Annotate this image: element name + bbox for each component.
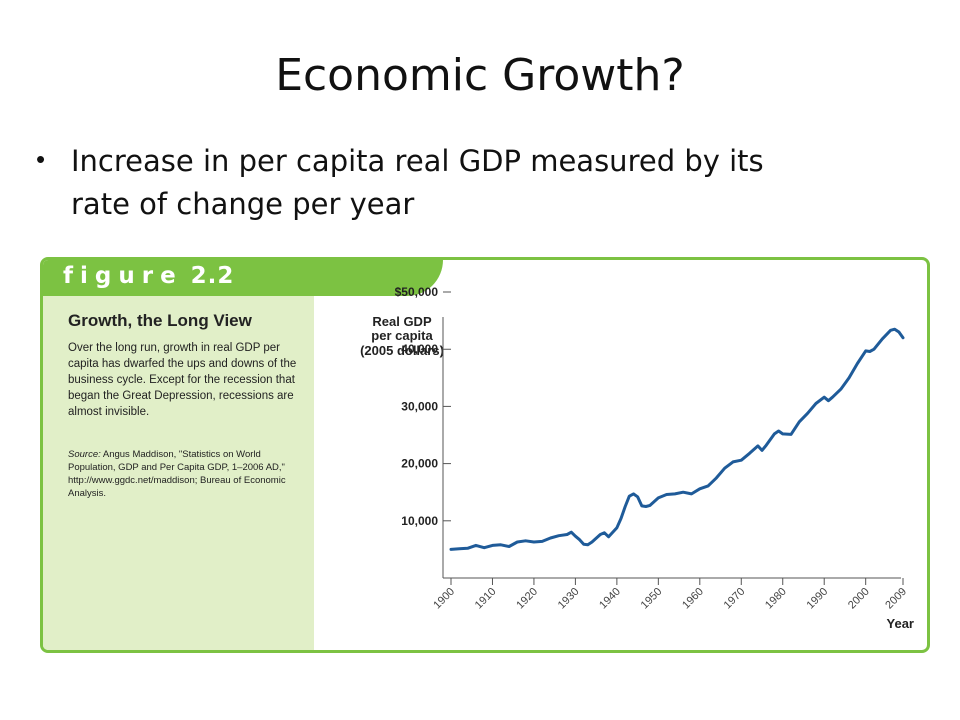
y-tick-label: 40,000 xyxy=(401,342,438,356)
figure-caption-panel: Growth, the Long View Over the long run,… xyxy=(43,296,314,650)
x-tick-label: 1970 xyxy=(722,586,748,612)
x-tick-label: 1940 xyxy=(597,586,623,612)
figure-word: figure xyxy=(63,263,183,289)
x-tick-label: 1980 xyxy=(763,586,789,612)
y-axis-title-line-2: per capita xyxy=(371,328,433,343)
y-axis-title: Real GDP per capita (2005 dollars) xyxy=(360,314,444,358)
x-tick-label: 1930 xyxy=(556,586,582,612)
series-line-real-gdp-per-capita xyxy=(449,327,905,551)
bullet-marker: • xyxy=(36,144,46,174)
y-axis-title-line-3: (2005 dollars) xyxy=(360,343,444,358)
y-axis-ticks: 10,000 20,000 30,000 40,000 $50,000 xyxy=(395,285,451,528)
source-label: Source: xyxy=(68,449,101,460)
figure-number: 2.2 xyxy=(190,263,235,289)
caption-description: Over the long run, growth in real GDP pe… xyxy=(68,342,297,418)
x-tick-label: 2009 xyxy=(883,586,909,612)
figure-panel: figure 2.2 Growth, the Long View Over the… xyxy=(40,257,930,653)
x-tick-label: 2000 xyxy=(846,586,872,612)
slide-title: Economic Growth? xyxy=(275,50,685,101)
x-axis-ticks: 1900 1910 1920 1930 1940 1950 1960 1970 1980 1990… xyxy=(431,578,909,611)
figure-label: figure 2.2 xyxy=(63,263,234,289)
source-text: Angus Maddison, "Statistics on World Pop… xyxy=(68,449,286,499)
x-tick-label: 1910 xyxy=(473,586,499,612)
caption-source: Source: Angus Maddison, "Statistics on W… xyxy=(68,448,302,500)
y-tick-label: 20,000 xyxy=(401,457,438,471)
x-tick-label: 1920 xyxy=(514,586,540,612)
x-axis-title: Year xyxy=(887,616,914,631)
gdp-line-chart: Real GDP per capita (2005 dollars) 10,00… xyxy=(360,285,914,631)
x-tick-label: 1990 xyxy=(805,586,831,612)
y-tick-label: 10,000 xyxy=(401,514,438,528)
y-tick-label: 30,000 xyxy=(401,399,438,413)
x-tick-label: 1900 xyxy=(431,586,457,612)
y-tick-label: $50,000 xyxy=(395,285,439,299)
bullet-text: Increase in per capita real GDP measured… xyxy=(71,144,764,221)
y-axis-title-line-1: Real GDP xyxy=(372,314,432,329)
caption-title: Growth, the Long View xyxy=(68,311,252,330)
figure-header-tab: figure 2.2 xyxy=(43,260,443,296)
x-tick-label: 1960 xyxy=(680,586,706,612)
x-tick-label: 1950 xyxy=(639,586,665,612)
